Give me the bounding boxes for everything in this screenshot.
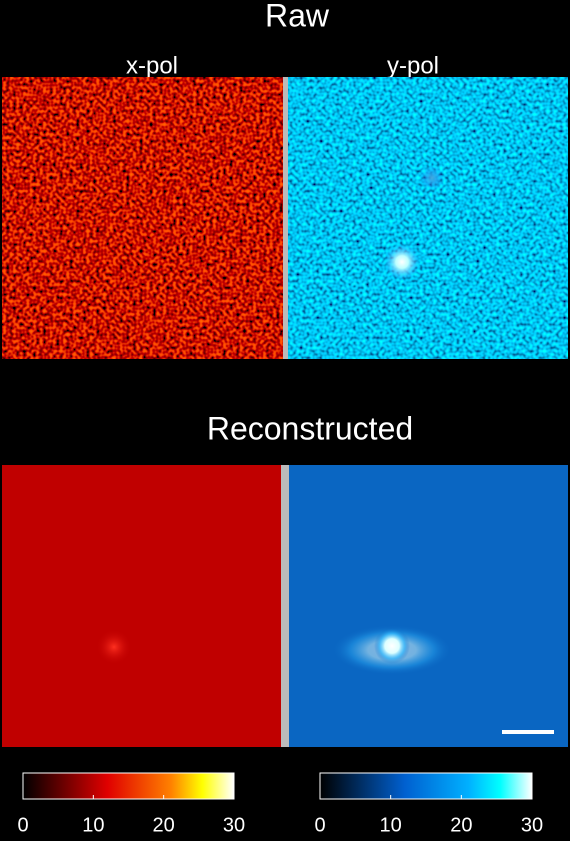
spot [384,244,420,280]
raw-ypol-image [288,77,568,359]
column-label: y-pol [387,52,439,79]
tick-label: 0 [17,814,28,836]
title: Raw [265,0,330,33]
rec-ypol-image [289,465,568,747]
raw-xpol-image [2,77,283,359]
tick-label: 20 [450,814,472,836]
tick-label: 30 [521,814,543,836]
tick-label: 30 [223,814,245,836]
spot [420,166,444,190]
divider [283,77,288,359]
tick-label: 0 [314,814,325,836]
spot [374,628,410,664]
spot [96,629,132,665]
colorbar [319,772,533,800]
rec-xpol-image [2,465,281,747]
tick-label: 10 [82,814,104,836]
scale-bar [502,730,554,734]
divider [281,465,289,747]
section-title: Reconstructed [207,410,413,446]
tick-label: 20 [153,814,175,836]
colorbar [22,772,235,800]
column-label: x-pol [126,52,178,79]
tick-label: 10 [380,814,402,836]
